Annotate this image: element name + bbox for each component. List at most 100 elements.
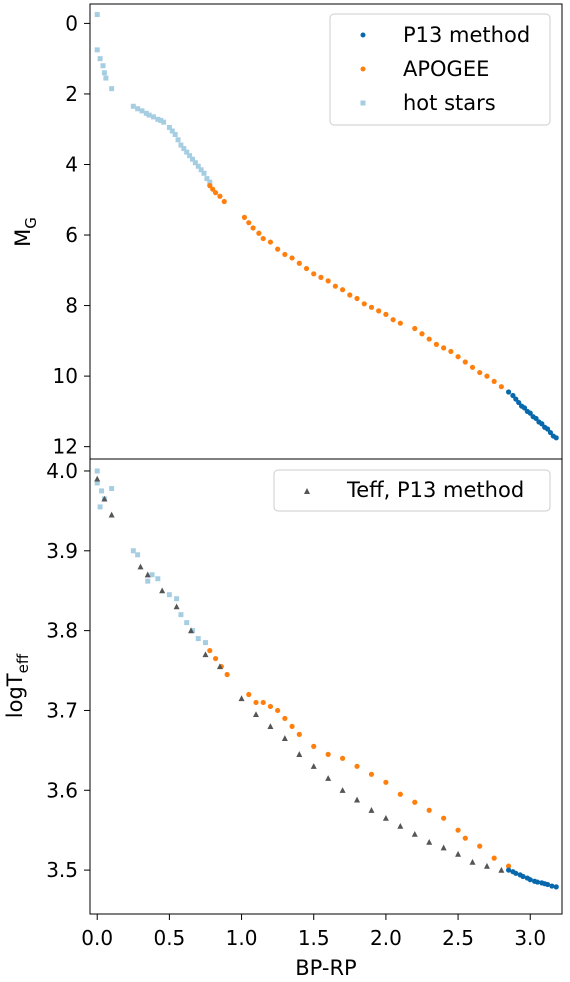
bottom-point-teff-p13-method bbox=[455, 850, 462, 857]
top-legend-box bbox=[329, 13, 551, 126]
bottom-point-teff-p13-method bbox=[137, 563, 144, 570]
bottom-point-p13-method bbox=[513, 870, 519, 876]
top-point-p13-method bbox=[527, 410, 533, 416]
top-point-hot-stars bbox=[109, 86, 115, 92]
top-point-hot-stars bbox=[139, 108, 145, 114]
top-point-p13-method bbox=[547, 429, 554, 436]
bottom-point-hot-stars bbox=[174, 596, 180, 602]
top-y-axis-label: MG bbox=[11, 217, 40, 247]
top-point-hot-stars bbox=[166, 124, 172, 130]
top-point-apogee bbox=[325, 278, 331, 284]
x-axis-label: BP-RP bbox=[295, 956, 356, 980]
bottom-point-apogee bbox=[267, 703, 274, 710]
bottom-y-tick-label: 3.8 bbox=[46, 619, 78, 643]
top-y-tick-label: 12 bbox=[53, 435, 78, 459]
bottom-point-apogee bbox=[289, 723, 295, 730]
top-point-apogee bbox=[241, 214, 248, 220]
bottom-y-tick-label: 3.5 bbox=[46, 858, 78, 882]
bottom-point-teff-p13-method bbox=[252, 711, 259, 718]
top-point-hot-stars bbox=[187, 153, 193, 159]
bottom-point-teff-p13-method bbox=[426, 838, 433, 845]
bottom-point-teff-p13-method bbox=[469, 858, 476, 865]
bottom-point-apogee bbox=[260, 699, 266, 706]
top-point-hot-stars bbox=[146, 112, 152, 118]
bottom-point-hot-stars bbox=[149, 572, 155, 578]
bottom-point-teff-p13-method bbox=[368, 807, 375, 813]
top-point-apogee bbox=[289, 255, 295, 261]
top-point-p13-method bbox=[505, 389, 512, 395]
bottom-point-p13-method bbox=[534, 879, 541, 885]
top-point-hot-stars bbox=[97, 56, 103, 62]
top-point-apogee bbox=[246, 220, 252, 226]
bottom-legend-box bbox=[273, 469, 551, 512]
bottom-point-apogee bbox=[491, 855, 497, 861]
bottom-point-apogee bbox=[397, 791, 403, 797]
top-point-apogee bbox=[260, 235, 266, 242]
top-point-hot-stars bbox=[181, 146, 187, 152]
top-point-hot-stars bbox=[103, 75, 109, 81]
bottom-point-hot-stars bbox=[166, 592, 172, 598]
top-point-apogee bbox=[207, 183, 213, 189]
top-point-hot-stars bbox=[192, 160, 198, 166]
top-point-apogee bbox=[368, 304, 375, 310]
top-point-apogee bbox=[477, 369, 483, 376]
bottom-point-apogee bbox=[275, 707, 281, 714]
bottom-point-p13-method bbox=[549, 883, 555, 889]
bottom-point-hot-stars bbox=[155, 576, 161, 582]
legend-label-apogee: APOGEE bbox=[403, 57, 489, 81]
top-panel-cmd: 0 2 4 6 8 10 12 MG P13 method APOGEE hot stars bbox=[11, 3, 563, 460]
bottom-point-teff-p13-method bbox=[310, 763, 317, 769]
top-point-hot-stars bbox=[155, 116, 161, 122]
top-point-hot-stars bbox=[175, 137, 181, 143]
bottom-point-teff-p13-method bbox=[354, 796, 361, 803]
top-point-apogee bbox=[250, 225, 256, 231]
top-point-apogee bbox=[347, 292, 353, 298]
top-point-apogee bbox=[383, 311, 389, 317]
bottom-point-teff-p13-method bbox=[325, 775, 332, 781]
bottom-point-teff-p13-method bbox=[101, 495, 108, 502]
bottom-point-p13-method bbox=[505, 867, 512, 873]
bottom-point-teff-p13-method bbox=[188, 627, 195, 634]
top-point-apogee bbox=[303, 265, 310, 272]
top-point-apogee bbox=[339, 287, 346, 293]
top-point-apogee bbox=[212, 190, 219, 196]
bottom-point-p13-method bbox=[544, 881, 551, 888]
bottom-point-apogee bbox=[505, 863, 512, 869]
top-point-hot-stars bbox=[172, 132, 178, 138]
bottom-point-apogee bbox=[477, 843, 483, 849]
top-point-apogee bbox=[441, 345, 447, 351]
top-point-p13-method bbox=[539, 421, 545, 427]
x-tick-label: 0.5 bbox=[153, 926, 185, 950]
bottom-point-apogee bbox=[426, 807, 432, 813]
bottom-point-apogee bbox=[282, 715, 288, 722]
top-point-p13-method bbox=[521, 405, 528, 411]
top-point-p13-method bbox=[544, 426, 551, 432]
bottom-point-teff-p13-method bbox=[159, 587, 166, 594]
top-point-apogee bbox=[217, 193, 223, 199]
legend-marker-teff-p13 bbox=[304, 488, 310, 494]
top-point-apogee bbox=[256, 230, 262, 236]
bottom-point-apogee bbox=[339, 755, 346, 761]
bottom-point-apogee bbox=[462, 835, 468, 841]
bottom-legend: Teff, P13 method bbox=[273, 469, 551, 512]
top-point-hot-stars bbox=[151, 114, 157, 120]
top-point-hot-stars bbox=[101, 70, 107, 76]
top-point-apogee bbox=[354, 295, 360, 302]
top-point-apogee bbox=[267, 239, 274, 245]
top-point-apogee bbox=[455, 354, 461, 360]
bottom-point-hot-stars bbox=[99, 488, 105, 494]
bottom-point-teff-p13-method bbox=[411, 830, 418, 837]
bottom-y-axis-label: logTeff bbox=[3, 653, 32, 718]
bottom-point-apogee bbox=[253, 699, 259, 706]
top-point-apogee bbox=[390, 317, 396, 323]
bottom-point-apogee bbox=[224, 671, 230, 678]
bottom-point-teff-p13-method bbox=[296, 751, 303, 757]
bottom-panel-teff: 3.5 3.6 3.7 3.8 3.9 4.0 0.0 0.5 1.0 1.5 2.0 2.5 3.0… bbox=[3, 458, 563, 980]
top-point-hot-stars bbox=[94, 12, 100, 18]
top-point-apogee bbox=[426, 336, 432, 342]
bottom-point-teff-p13-method bbox=[238, 695, 245, 702]
bottom-point-teff-p13-method bbox=[339, 787, 346, 793]
top-point-p13-method bbox=[510, 392, 516, 399]
top-point-apogee bbox=[419, 331, 425, 337]
